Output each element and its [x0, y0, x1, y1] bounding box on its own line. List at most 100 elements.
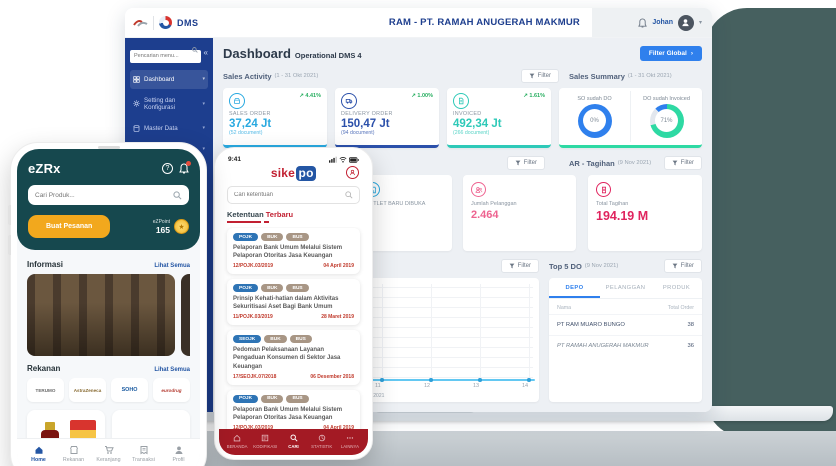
bottle-art: [41, 430, 59, 438]
search-box[interactable]: [28, 185, 189, 205]
sidebar-item-label: Dashboard: [144, 75, 175, 83]
section-title: AR - Tagihan: [569, 158, 615, 168]
nav-beranda[interactable]: BERANDA: [223, 434, 251, 449]
status-time: 9:41: [228, 156, 242, 163]
sidebar-search-input[interactable]: [130, 49, 201, 63]
dms-logo-text: DMS: [177, 17, 199, 28]
sidebar-collapse-icon[interactable]: «: [203, 48, 208, 58]
regulation-title: Pelaporan Bank Umum Melalui Sistem Pelap…: [233, 245, 343, 260]
filter-button[interactable]: Filter: [663, 259, 702, 273]
filter-button[interactable]: Filter: [663, 156, 702, 170]
user-avatar[interactable]: [677, 14, 694, 31]
kpi-label: DELIVERY ORDER: [341, 111, 393, 117]
sidebar-item-setting[interactable]: Setting dan Konfigurasi ▾: [130, 91, 208, 117]
search-input[interactable]: [234, 192, 345, 198]
section-period: (9 Nov 2021): [617, 160, 652, 166]
coin-icon: ★: [174, 219, 189, 234]
tag-bus: BUS: [286, 284, 309, 293]
kpi-card-delivery-order[interactable]: ↗ 1.00% DELIVERY ORDER 150,47 Jt (94 doc…: [335, 88, 439, 148]
kpi-card-sales-order[interactable]: ↗ 4.41% SALES ORDER 37,24 Jt (52 documen…: [223, 88, 327, 148]
nav-kodifikasi[interactable]: KODIFIKASI: [251, 434, 279, 449]
nav-statistik[interactable]: STATISTIK: [308, 434, 336, 449]
nav-lainnya[interactable]: LAINNYA: [336, 434, 364, 449]
regulation-card[interactable]: SEOJK BUK BUS Pedoman Pelaksanaan Layanan …: [227, 330, 360, 385]
nav-home[interactable]: Home: [21, 445, 56, 463]
filter-label: Filter: [680, 160, 694, 166]
ezrx-logo: eZRx: [28, 161, 61, 176]
nav-transaksi[interactable]: Transaksi: [126, 445, 161, 463]
help-icon[interactable]: ?: [162, 163, 173, 174]
gridline: [529, 284, 530, 378]
warehouse-banner-image[interactable]: [27, 274, 175, 356]
brand-area: DMS: [125, 15, 213, 30]
data-point: [429, 378, 433, 382]
logo-part-blue: po: [296, 166, 317, 181]
jumlah-pelanggan-card[interactable]: Jumlah Pelanggan 2.464: [463, 175, 576, 251]
total-tagihan-card[interactable]: Total Tagihan 194.19 M: [588, 175, 702, 251]
profile-button[interactable]: [346, 166, 359, 179]
sidebar-item-master-data[interactable]: Master Data ▾: [130, 119, 208, 138]
funnel-icon: [672, 160, 678, 166]
nav-rekanan[interactable]: Rekanan: [56, 445, 91, 463]
regulation-card[interactable]: POJK BUK BUS Prinsip Kehati-hatian dalam A…: [227, 279, 360, 326]
ar-tagihan-header: AR - Tagihan (9 Nov 2021) Filter: [569, 156, 702, 170]
product-card-sensodyne[interactable]: SENSODYNE: [112, 410, 190, 438]
search-input[interactable]: [35, 191, 173, 199]
home-icon: [35, 446, 42, 454]
filter-button[interactable]: Filter: [520, 69, 559, 83]
regulation-card[interactable]: POJK BUK BUS Pelaporan Bank Umum Melalui S…: [227, 389, 360, 429]
filter-label: Filter: [680, 263, 694, 269]
tab-depo[interactable]: DEPO: [549, 278, 600, 298]
product-cards-row: SENSODYNE: [27, 410, 190, 438]
filter-button[interactable]: Filter: [506, 156, 545, 170]
product-card-syrup[interactable]: [27, 410, 105, 438]
chevron-down-icon: ▾: [202, 76, 205, 82]
nav-profil[interactable]: Profil: [161, 445, 196, 463]
trend-up-icon: ↗: [523, 93, 528, 99]
sidebar-item-dashboard[interactable]: Dashboard ▾: [130, 69, 208, 89]
caret-down-icon[interactable]: ▾: [698, 20, 702, 26]
bell-icon[interactable]: [638, 17, 648, 28]
nav-keranjang[interactable]: Keranjang: [91, 445, 126, 463]
tab-pelanggan[interactable]: PELANGGAN: [605, 285, 646, 291]
funnel-icon: [515, 160, 521, 166]
notification-bell[interactable]: [179, 161, 191, 174]
lihat-semua-link[interactable]: Lihat Semua: [154, 367, 190, 373]
page-subtitle: Operational DMS 4: [294, 51, 362, 60]
nav-cari[interactable]: CARI: [279, 434, 307, 449]
invoice-icon: [453, 93, 469, 109]
filter-global-button[interactable]: Filter Global ›: [639, 46, 702, 61]
table-row[interactable]: PT RAM MUARO BUNGO 38: [549, 314, 702, 335]
tag-buk: BUK: [261, 284, 284, 293]
ezpoint-widget[interactable]: eZPoint 165 ★: [153, 219, 189, 235]
table-row[interactable]: PT RAMAH ANUGERAH MAKMUR 36: [549, 335, 702, 356]
product-box-art: [70, 420, 96, 438]
regulation-card[interactable]: POJK BUK BUS Pelaporan Bank Umum Melalui S…: [227, 228, 360, 275]
tab-produk[interactable]: PRODUK: [662, 285, 691, 291]
logo-part-red: sike: [270, 166, 296, 180]
kpi-card-invoiced[interactable]: ↗ 1.61% INVOICED 492,34 Jt (266 document…: [447, 88, 551, 148]
partner-logo-eurodrug[interactable]: eurodrug: [153, 378, 190, 402]
regulation-date: 28 Maret 2019: [321, 314, 354, 321]
chevron-right-icon: ›: [690, 50, 693, 57]
search-icon: [345, 191, 353, 199]
dms-logo-icon: [159, 16, 172, 29]
sales-summary-header: Sales Summary (1 - 31 Okt 2021): [569, 72, 702, 81]
rekanan-heading: Rekanan: [27, 364, 61, 373]
ezpoint-label: eZPoint: [152, 218, 170, 225]
card-value: 2.464: [471, 209, 499, 221]
search-box[interactable]: [227, 186, 360, 204]
partner-logo-terumo[interactable]: TERUMO: [27, 378, 64, 402]
buat-pesanan-button[interactable]: Buat Pesanan: [28, 215, 111, 238]
next-banner-peek[interactable]: [181, 274, 190, 356]
company-title: RAM - PT. RAMAH ANUGERAH MAKMUR: [388, 17, 580, 28]
partner-logo-soho[interactable]: SOHO: [111, 378, 148, 402]
partner-logo-astrazeneca[interactable]: AstraZeneca: [69, 378, 106, 402]
nav-label: LAINNYA: [340, 444, 359, 449]
lihat-semua-link[interactable]: Lihat Semua: [154, 263, 190, 269]
sales-summary-card[interactable]: SO sudah DO 0% DO sudah Invoiced 71%: [559, 88, 702, 148]
ezrx-header: eZRx ? Buat Pesanan: [17, 149, 200, 250]
user-block[interactable]: Johan ▾: [592, 8, 712, 37]
hidden-section-header: Filter: [223, 156, 559, 170]
filter-button[interactable]: Filter: [500, 259, 539, 273]
